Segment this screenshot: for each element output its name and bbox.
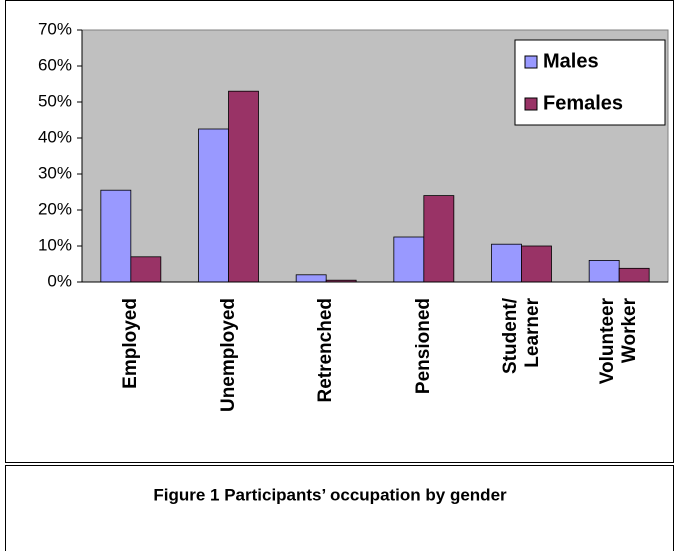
bar [393,236,425,283]
y-tick-label: 10% [38,235,72,254]
x-tick-label: Student/ Learner [499,298,543,374]
x-tick-label: Volunteer Worker [597,298,641,385]
bar [423,195,455,283]
bar [228,90,259,283]
legend-label: Females [543,92,623,114]
legend-label: Males [543,50,599,72]
bar [618,267,650,283]
bar [130,256,162,283]
y-tick-label: 30% [38,163,72,182]
x-tick-label: Unemployed [217,298,239,413]
legend-swatch [524,97,538,111]
y-tick-label: 50% [38,91,72,110]
caption: Figure 1 Participants’ occupation by gen… [153,485,507,504]
bar [588,259,620,283]
y-tick-label: 60% [38,55,72,74]
x-tick-label: Pensioned [412,298,434,395]
legend-box [514,39,666,126]
caption-frame [5,465,674,551]
bar [491,243,522,283]
legend-swatch [524,55,538,69]
y-tick-label: 70% [38,19,72,38]
y-tick-label: 40% [38,127,72,146]
bar [295,274,327,283]
x-tick-label: Retrenched [315,298,337,403]
bar [521,245,552,283]
y-tick-label: 20% [38,199,72,218]
y-tick-label: 0% [47,271,72,290]
bar [198,128,229,283]
bar [100,189,132,283]
x-tick-label: Employed [119,298,141,389]
